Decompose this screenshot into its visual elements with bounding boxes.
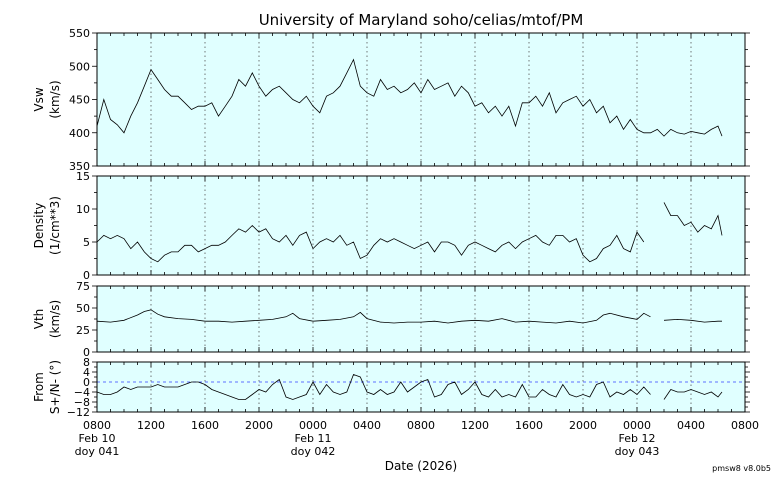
y-tick-label: −12 [67, 406, 90, 419]
x-tick-label: 1200 [137, 419, 165, 432]
y-axis-unit-label: (km/s) [48, 300, 62, 338]
x-tick-label: 0000 [299, 419, 327, 432]
y-tick-label: 350 [69, 160, 90, 173]
x-tick-label: 1200 [461, 419, 489, 432]
y-axis-label: Density [32, 203, 46, 249]
x-tick-label: 0000 [623, 419, 651, 432]
x-tick-label: 2000 [569, 419, 597, 432]
series-line-vsw [96, 58, 723, 137]
x-tick-doy-label: doy 043 [615, 445, 660, 458]
series-line-flow-angle [96, 373, 723, 400]
y-tick-label: 4 [83, 366, 90, 379]
series-line-vth [96, 309, 722, 324]
x-tick-label: 0800 [83, 419, 111, 432]
y-tick-label: 50 [76, 302, 90, 315]
x-tick-date-label: Feb 10 [79, 432, 116, 445]
x-tick-label: 0400 [353, 419, 381, 432]
y-tick-label: 450 [69, 94, 90, 107]
y-tick-label: 25 [76, 324, 90, 337]
y-tick-label: 0 [83, 376, 90, 389]
plot-frame [96, 175, 746, 276]
plot-frame [96, 32, 746, 167]
plot-frame [96, 361, 746, 413]
y-tick-label: 0 [83, 269, 90, 282]
panel-density: 0 5 10 15 Density (1/cm**3) [32, 170, 750, 282]
chart-title: University of Maryland soho/celias/mtof/… [259, 11, 584, 29]
x-tick-label: 1600 [515, 419, 543, 432]
plot-background [97, 33, 745, 166]
y-tick-label: −4 [74, 386, 90, 399]
x-tick-doy-label: doy 041 [75, 445, 120, 458]
y-tick-label: 400 [69, 127, 90, 140]
plot-frame [96, 285, 746, 353]
x-axis-label: Date (2026) [385, 459, 457, 473]
y-tick-label: 550 [69, 27, 90, 40]
x-tick-label: 0400 [677, 419, 705, 432]
y-axis-unit-label: (1/cm**3) [48, 196, 62, 255]
x-tick-date-label: Feb 12 [619, 432, 656, 445]
y-axis-unit-label: (km/s) [48, 80, 62, 118]
x-tick-doy-label: doy 042 [291, 445, 336, 458]
panel-vsw: 350 400 450 500 550 Vsw (km/s) [32, 27, 750, 173]
y-tick-label: 500 [69, 60, 90, 73]
y-tick-label: 0 [83, 346, 90, 359]
plot-background [97, 362, 745, 412]
y-axis-label: From [32, 372, 46, 402]
y-tick-label: −8 [74, 396, 90, 409]
y-axis-label: Vth [32, 309, 46, 330]
y-tick-label: 75 [76, 280, 90, 293]
y-axis-unit-label: S+/N- (°) [48, 360, 62, 414]
y-tick-label: 5 [83, 236, 90, 249]
x-tick-date-label: Feb 11 [295, 432, 332, 445]
y-axis-label: Vsw [32, 87, 46, 111]
x-tick-label: 0800 [731, 419, 759, 432]
y-tick-label: 10 [76, 203, 90, 216]
x-tick-label: 2000 [245, 419, 273, 432]
y-tick-label: 15 [76, 170, 90, 183]
x-tick-label: 1600 [191, 419, 219, 432]
panel-vth: 0 25 50 75 Vth (km/s) [32, 280, 750, 359]
series-line-density [96, 202, 723, 263]
version-footer: pmsw8 v8.0b5 [712, 464, 771, 473]
x-tick-label: 0800 [407, 419, 435, 432]
y-tick-label: 8 [83, 356, 90, 369]
